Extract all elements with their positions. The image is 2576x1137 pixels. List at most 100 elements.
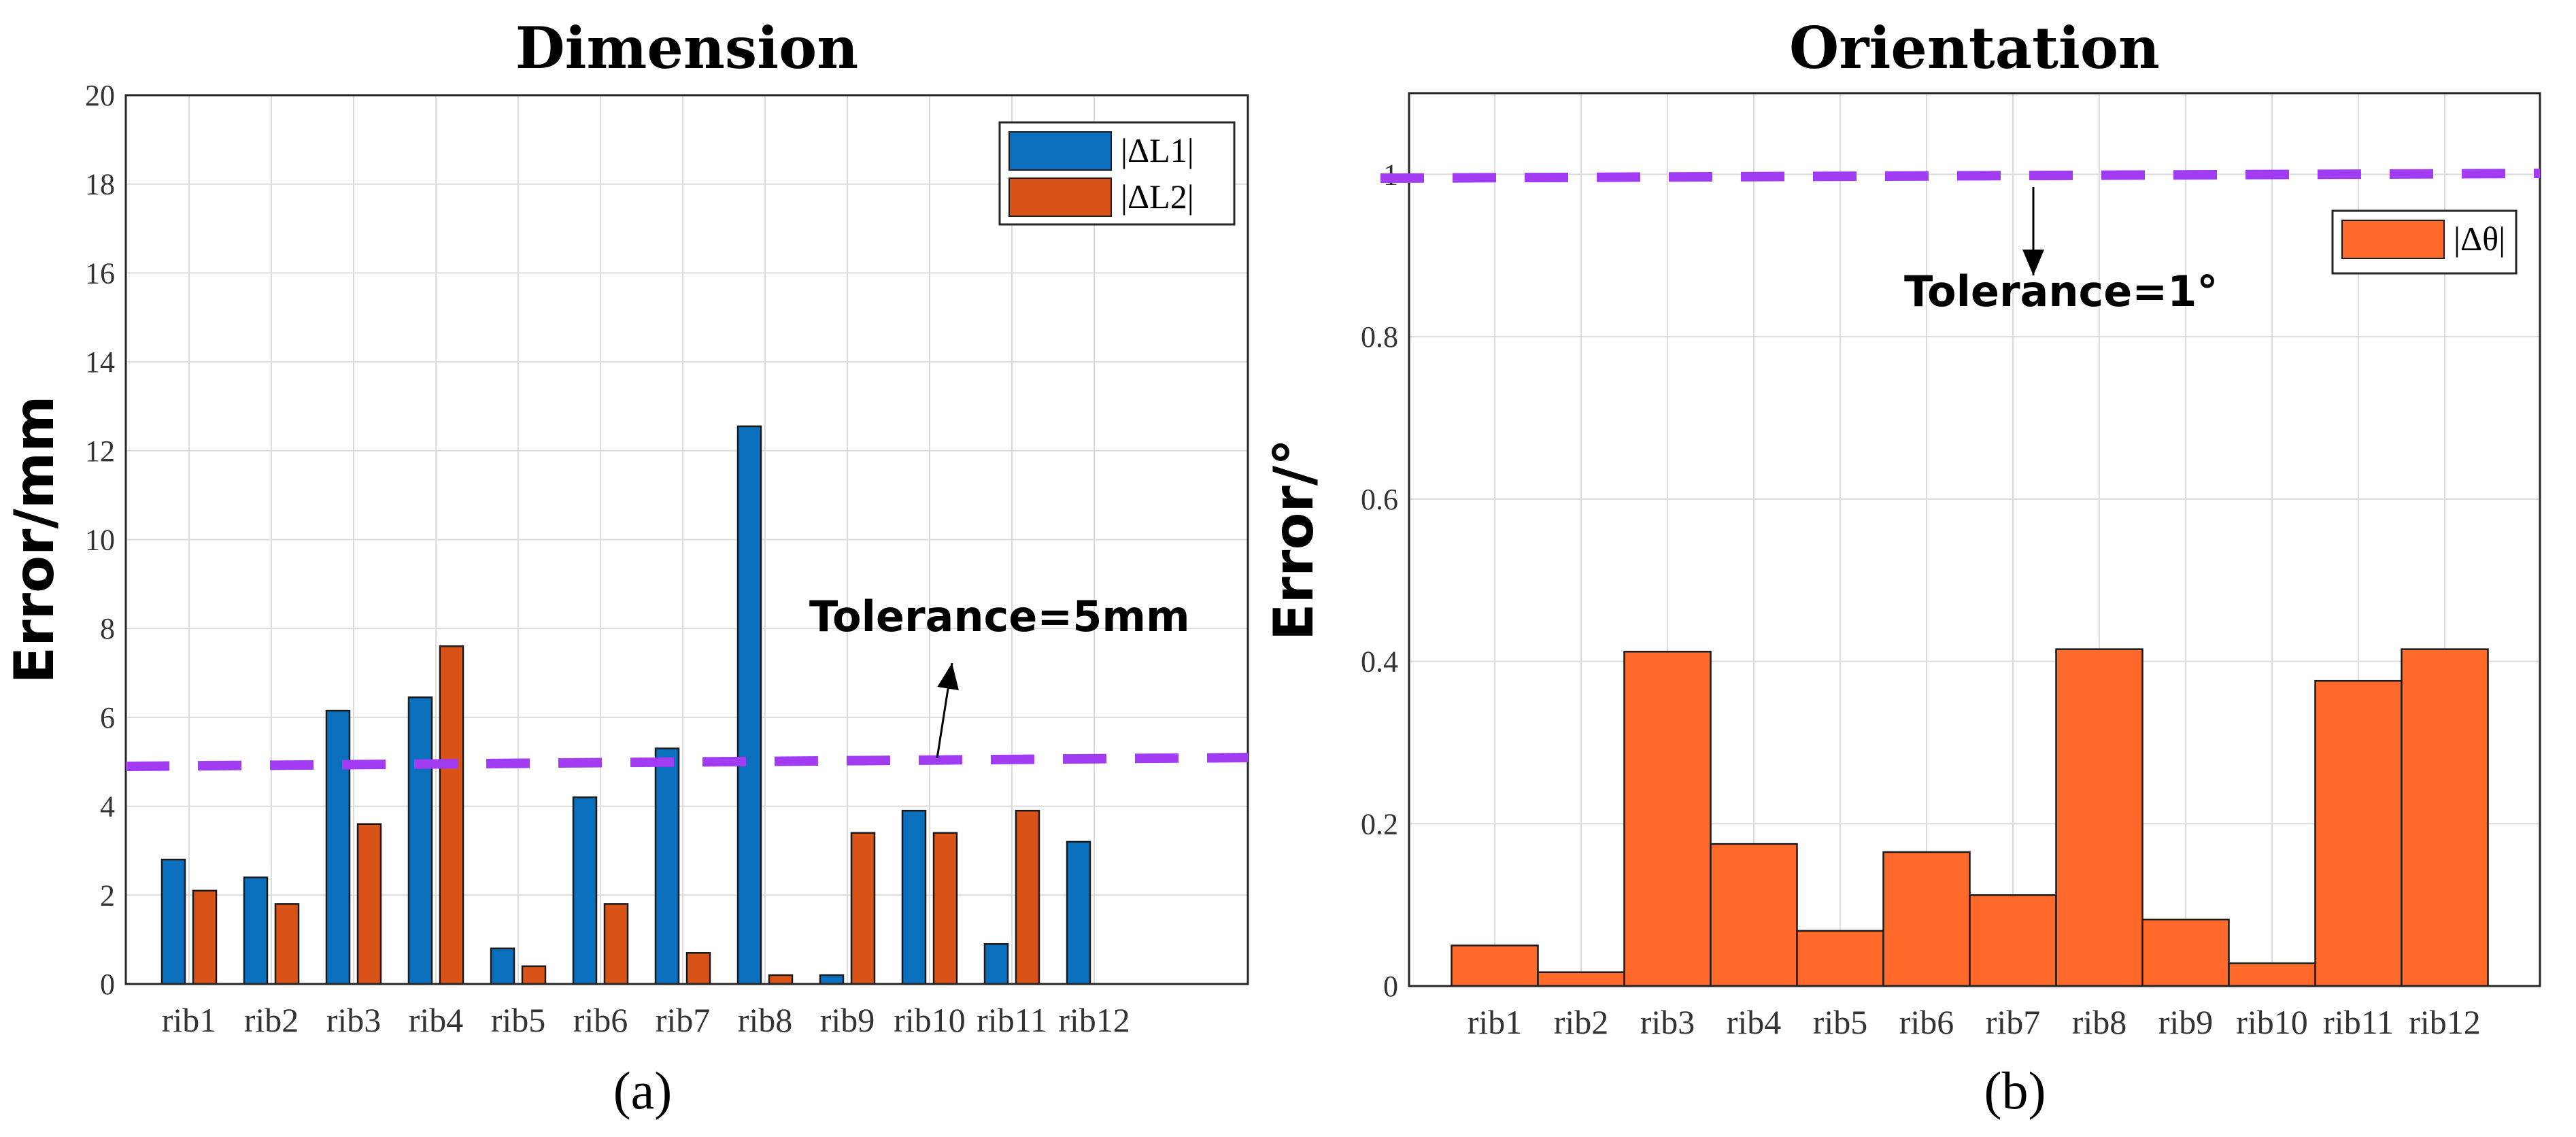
bar-rib10-series1	[901, 809, 927, 985]
y-tick-label: 10	[85, 524, 115, 557]
legend: |Δθ|	[2331, 209, 2518, 275]
y-tick-label: 0.8	[1361, 320, 1398, 354]
x-tick-label: rib9	[2158, 1003, 2214, 1041]
x-tick-label: rib9	[820, 1001, 875, 1039]
annotation-arrow-head	[2022, 250, 2044, 275]
panel-label: (b)	[1984, 1061, 2046, 1120]
plot-frame	[1408, 92, 2541, 987]
chart-title: Orientation	[1789, 14, 2160, 82]
bar-rib12-series1	[2401, 648, 2489, 987]
y-tick-label: 12	[85, 435, 115, 468]
bar-rib5-series2	[521, 965, 547, 985]
y-tick-label: 18	[85, 168, 115, 201]
y-tick-label: 16	[85, 256, 115, 290]
bar-rib4-series1	[1710, 843, 1798, 987]
bar-rib3-series1	[1623, 650, 1712, 987]
y-tick-label: 14	[85, 345, 115, 379]
x-tick-label: rib11	[977, 1001, 1047, 1039]
y-tick-label: 4	[100, 790, 115, 824]
bar-rib9-series1	[2141, 918, 2230, 987]
bar-rib4-series2	[439, 645, 464, 985]
bar-rib2-series1	[1537, 971, 1625, 987]
chart-panel-1: 0 2 4 6 8 10 12 14 16 18 20 rib1 rib2 rib3 rib4 rib5 rib…	[3, 14, 1249, 1120]
bar-rib11-series2	[1015, 809, 1040, 985]
x-tick-label: rib6	[1899, 1003, 1954, 1041]
y-tick-label: 0.4	[1361, 645, 1398, 679]
bar-rib10-series1	[2228, 962, 2316, 987]
tolerance-line	[1380, 169, 2541, 183]
bar-rib7-series2	[685, 952, 711, 985]
y-tick-label: 0	[1383, 970, 1398, 1003]
bar-rib6-series1	[572, 796, 598, 985]
x-tick-label: rib11	[2323, 1003, 2394, 1041]
bar-rib2-series2	[274, 903, 300, 985]
x-tick-label: rib8	[738, 1001, 793, 1039]
y-tick-label: 20	[85, 79, 115, 112]
bar-rib8-series1	[2055, 648, 2143, 987]
bar-rib1-series2	[192, 889, 218, 985]
x-tick-label: rib4	[409, 1001, 464, 1039]
y-axis-label: Error/°	[1262, 439, 1325, 641]
bar-rib3-series2	[356, 823, 382, 985]
x-tick-label: rib2	[1554, 1003, 1609, 1041]
tolerance-label: Tolerance=5mm	[809, 592, 1190, 641]
legend-label: |ΔL1|	[1121, 131, 1194, 169]
y-axis-label: Error/mm	[3, 396, 66, 684]
legend-swatch	[2341, 220, 2445, 259]
x-tick-label: rib7	[1986, 1003, 2041, 1041]
legend-label: |Δθ|	[2454, 220, 2505, 258]
bar-rib5-series1	[490, 947, 515, 985]
x-tick-label: rib12	[1058, 1001, 1130, 1039]
tolerance-label: Tolerance=1°	[1904, 267, 2218, 316]
bar-rib9-series2	[850, 832, 876, 985]
x-tick-label: rib1	[1468, 1003, 1523, 1041]
x-tick-label: rib8	[2072, 1003, 2127, 1041]
x-tick-label: rib1	[162, 1001, 217, 1039]
y-tick-label: 0.6	[1361, 483, 1398, 516]
bar-rib5-series1	[1796, 930, 1884, 987]
y-tick-label: 0	[100, 968, 115, 1001]
legend-swatch	[1009, 177, 1112, 217]
tolerance-line	[125, 753, 1249, 771]
x-tick-label: rib7	[656, 1001, 711, 1039]
bar-rib12-series1	[1066, 841, 1091, 985]
bar-rib7-series1	[654, 747, 680, 985]
panel-label: (a)	[613, 1061, 673, 1120]
y-tick-label: 0.2	[1361, 807, 1398, 841]
bar-rib9-series1	[819, 974, 845, 985]
x-tick-label: rib2	[244, 1001, 299, 1039]
bar-rib6-series1	[1882, 851, 1971, 987]
bar-rib11-series1	[983, 943, 1009, 985]
bar-rib10-series2	[932, 832, 958, 985]
y-tick-label: 8	[100, 612, 115, 645]
plot-frame	[124, 94, 1249, 985]
x-tick-label: rib3	[1640, 1003, 1695, 1041]
x-tick-label: rib5	[491, 1001, 546, 1039]
bar-rib7-series1	[1969, 894, 2057, 987]
y-tick-label: 6	[100, 701, 115, 734]
bar-rib3-series1	[325, 709, 351, 985]
bar-rib11-series1	[2314, 679, 2403, 987]
legend: |ΔL1| |ΔL2|	[998, 121, 1236, 226]
annotation-arrow-head	[937, 663, 959, 691]
bar-rib4-series1	[407, 696, 433, 985]
x-tick-label: rib10	[2236, 1003, 2308, 1041]
chart-panel-2: 00.20.40.60.81rib1rib2rib3rib4rib5rib6ri…	[1262, 14, 2541, 1120]
x-tick-label: rib10	[894, 1001, 966, 1039]
x-tick-label: rib12	[2409, 1003, 2481, 1041]
chart-title: Dimension	[515, 14, 858, 82]
x-tick-label: rib4	[1727, 1003, 1782, 1041]
y-tick-label: 2	[100, 879, 115, 912]
bar-rib6-series2	[603, 903, 629, 985]
x-tick-label: rib5	[1813, 1003, 1868, 1041]
x-tick-label: rib3	[326, 1001, 382, 1039]
legend-label: |ΔL2|	[1121, 177, 1194, 216]
bar-rib8-series1	[736, 425, 762, 985]
legend-swatch	[1009, 131, 1112, 171]
bar-rib8-series2	[768, 974, 794, 985]
bar-rib1-series1	[160, 858, 186, 985]
bar-rib1-series1	[1451, 945, 1539, 987]
bar-rib2-series1	[243, 876, 269, 985]
x-tick-label: rib6	[573, 1001, 628, 1039]
